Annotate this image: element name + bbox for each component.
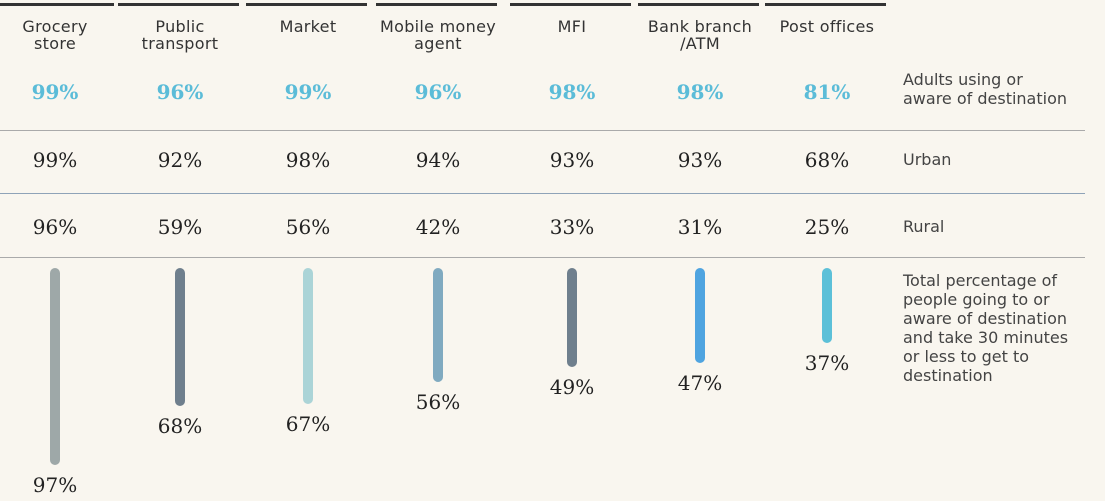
- bar: [433, 268, 443, 382]
- cell-value: 98%: [676, 80, 724, 104]
- bar: [50, 268, 60, 465]
- column-rule: [0, 3, 114, 6]
- cell-value: 81%: [803, 80, 851, 104]
- column-rule: [510, 3, 631, 6]
- column-rule: [376, 3, 497, 6]
- separator: [0, 130, 1085, 131]
- column-header: Post offices: [779, 17, 875, 36]
- column-rule: [118, 3, 239, 6]
- row-label: Rural: [903, 217, 945, 236]
- bar: [567, 268, 577, 368]
- separator: [0, 193, 1085, 194]
- separator: [0, 257, 1085, 258]
- row-label: Urban: [903, 150, 952, 169]
- column-header: Mobile money agent: [380, 17, 496, 53]
- bar: [303, 268, 313, 404]
- cell-value: 99%: [284, 80, 332, 104]
- column-header: Market: [279, 17, 337, 36]
- column-header: Grocery store: [22, 17, 88, 53]
- column-header: Bank branch /ATM: [647, 17, 753, 53]
- cell-value: 99%: [31, 80, 79, 104]
- bars-label: Total percentage of people going to or a…: [903, 271, 1069, 385]
- column-rule: [246, 3, 367, 6]
- bar-label: 37%: [804, 351, 850, 376]
- cell-value: 96%: [32, 215, 78, 239]
- bar: [175, 268, 185, 407]
- bar: [822, 268, 832, 344]
- bar-label: 97%: [32, 472, 78, 497]
- cell-value: 96%: [156, 80, 204, 104]
- bar-label: 68%: [157, 414, 203, 439]
- bar-label: 47%: [677, 371, 723, 396]
- cell-value: 33%: [549, 215, 595, 239]
- bar: [695, 268, 705, 364]
- column-rule: [638, 3, 759, 6]
- cell-value: 96%: [414, 80, 462, 104]
- bar-label: 49%: [549, 375, 595, 400]
- cell-value: 98%: [548, 80, 596, 104]
- row-label: Adults using or aware of destination: [903, 70, 1068, 108]
- cell-value: 25%: [804, 215, 850, 239]
- cell-value: 59%: [157, 215, 203, 239]
- cell-value: 92%: [157, 148, 203, 172]
- cell-value: 99%: [32, 148, 78, 172]
- cell-value: 94%: [415, 148, 461, 172]
- bar-label: 56%: [415, 389, 461, 414]
- cell-value: 98%: [285, 148, 331, 172]
- cell-value: 42%: [415, 215, 461, 239]
- cell-value: 68%: [804, 148, 850, 172]
- column-header: MFI: [557, 17, 587, 36]
- column-header: Public transport: [141, 17, 219, 53]
- cell-value: 31%: [677, 215, 723, 239]
- cell-value: 56%: [285, 215, 331, 239]
- column-rule: [765, 3, 886, 6]
- cell-value: 93%: [677, 148, 723, 172]
- bar-label: 67%: [285, 412, 331, 436]
- cell-value: 93%: [549, 148, 595, 172]
